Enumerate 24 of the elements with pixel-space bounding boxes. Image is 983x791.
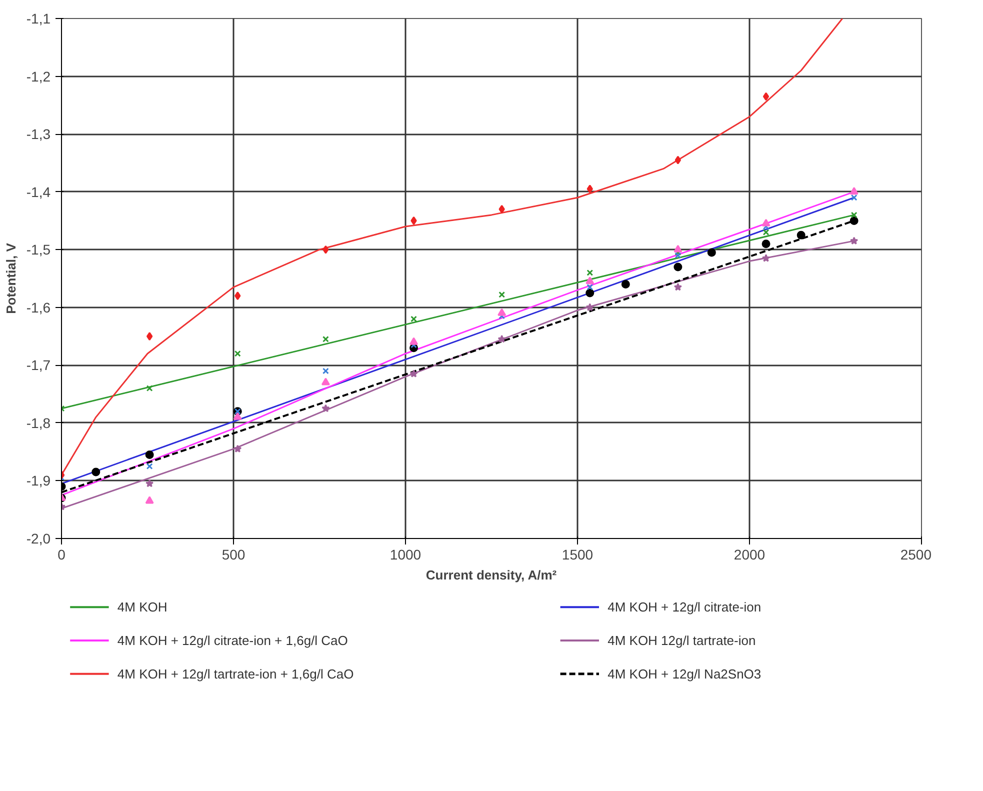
x-tick-label: 1500 xyxy=(562,546,594,562)
legend-label: 4M KOH + 12g/l citrate-ion + 1,6g/l CaO xyxy=(117,633,348,648)
x-tick-label: 2000 xyxy=(734,546,766,562)
y-axis-title: Potential, V xyxy=(3,242,18,314)
x-tick-label: 0 xyxy=(58,546,66,562)
y-tick-label: -1,5 xyxy=(26,242,51,258)
x-tick-label: 500 xyxy=(222,546,246,562)
y-tick-label: -1,8 xyxy=(26,414,51,431)
y-tick-label: -1,6 xyxy=(26,299,51,316)
y-tick-label: -1,7 xyxy=(26,357,51,374)
y-tick-label: -1,3 xyxy=(26,126,51,142)
legend-label: 4M KOH + 12g/l citrate-ion xyxy=(608,600,762,615)
legend-label: 4M KOH + 12g/l tartrate-ion + 1,6g/l CaO xyxy=(117,666,354,682)
legend-label: 4M KOH 12g/l tartrate-ion xyxy=(608,633,756,648)
x-tick-label: 2500 xyxy=(900,546,932,562)
legend-label: 4M KOH + 12g/l Na2SnO3 xyxy=(608,666,762,682)
legend-label: 4M KOH xyxy=(117,600,168,615)
y-tick-label: -1,4 xyxy=(26,184,51,200)
x-tick-label: 1000 xyxy=(390,546,422,562)
y-tick-label: -2,0 xyxy=(26,530,51,546)
y-tick-label: -1,9 xyxy=(26,472,51,489)
x-axis-title: Current density, A/m² xyxy=(426,568,558,582)
y-tick-label: -1,1 xyxy=(26,10,51,26)
y-tick-label: -1,2 xyxy=(26,68,51,84)
